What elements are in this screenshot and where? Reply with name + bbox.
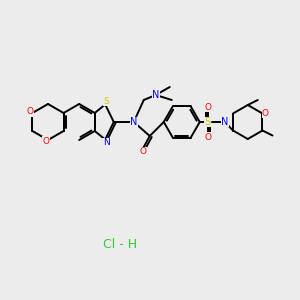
Text: O: O [27, 107, 34, 116]
Text: Cl - H: Cl - H [103, 238, 137, 251]
Text: O: O [204, 133, 211, 142]
Text: O: O [204, 103, 211, 112]
Text: O: O [262, 109, 269, 118]
Text: O: O [43, 136, 50, 146]
Text: N: N [130, 117, 137, 127]
Text: S: S [205, 117, 211, 127]
Text: N: N [221, 117, 229, 127]
Text: N: N [103, 138, 110, 147]
Text: N: N [152, 90, 160, 100]
Text: S: S [103, 97, 109, 106]
Text: O: O [139, 148, 146, 157]
